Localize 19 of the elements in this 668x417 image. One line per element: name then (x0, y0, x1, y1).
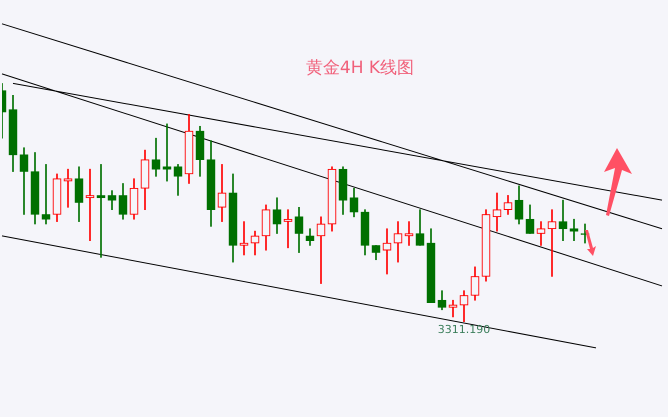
candlestick (162, 124, 172, 182)
candlestick (218, 164, 226, 222)
candlestick (86, 168, 94, 241)
candlestick (96, 164, 106, 258)
candlestick (570, 218, 578, 241)
chart-title: 黄金4H K线图 (304, 57, 416, 79)
candlestick (404, 221, 414, 246)
candlestick (448, 300, 458, 318)
candlestick (492, 192, 502, 232)
candlestick (284, 209, 292, 248)
candlestick (316, 216, 326, 284)
candlestick (64, 168, 72, 208)
annotation: 3311.190 (438, 323, 490, 336)
candlestick (382, 228, 392, 274)
candlestick (548, 209, 556, 277)
candlestick (558, 200, 568, 241)
candlestick (42, 164, 50, 224)
candlestick (240, 221, 248, 256)
candlestick (536, 221, 546, 246)
